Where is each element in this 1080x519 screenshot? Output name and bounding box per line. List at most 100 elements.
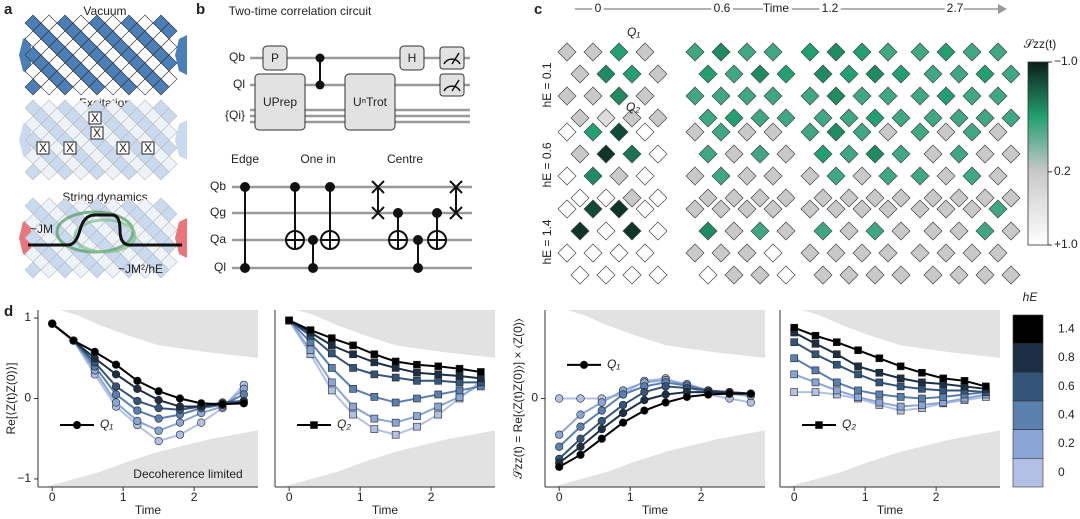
marker [875,354,884,363]
marker [413,412,421,421]
marker [746,389,755,398]
heat-cell [635,86,655,106]
gate-label: UPrep [263,95,297,109]
panel-label: b [196,1,205,18]
marker [725,389,734,398]
marker [682,392,692,401]
heat-cell [878,199,898,219]
heat-cell [698,221,718,241]
marker [960,376,969,385]
marker [811,366,820,375]
marker [576,434,585,443]
gate-label: P [271,51,279,65]
series-line [558,385,751,460]
heat-cell [826,199,846,219]
legend-swatch [1012,343,1044,373]
marker [455,393,464,401]
marker [811,350,820,359]
panel-label: d [4,303,13,320]
heat-cell [622,64,642,84]
lattice-site [24,261,42,279]
qubit-label: Ql [214,260,226,274]
heat-cell [711,243,731,263]
heat-cell [596,221,616,241]
marker [111,360,121,369]
heat-cell [988,199,1008,219]
heat-cell [596,64,616,84]
marker [413,394,421,403]
x-axis-title: Time [372,503,399,517]
heat-cell [685,243,705,263]
heat-cell [949,64,969,84]
heat-cell [891,265,911,285]
heat-cell [975,221,995,241]
heat-cell [583,42,603,62]
excitation-box [88,111,102,125]
gate-line [449,180,463,194]
marker [434,410,443,419]
time-arrow-head [998,4,1007,14]
heat-cell [724,64,744,84]
heat-cell [635,243,655,263]
heat-cell [724,221,744,241]
lattice-cap [175,218,187,258]
x-tick-label: 1 [627,490,634,504]
x-tick-label: 0 [556,490,563,504]
heat-cell [910,42,930,62]
control-dot [290,182,300,192]
control-dot [315,53,325,63]
heat-cell [776,64,796,84]
circuit-title: Two-time correlation circuit [229,4,372,18]
heat-cell [962,166,982,186]
marker [175,418,185,427]
series-line [51,322,245,420]
x-axis-title: Time [642,503,669,517]
marker [661,390,670,399]
marker [555,430,564,439]
panel-label: c [534,1,542,18]
y-axis-title: 𝒮zz(t) = Re[⟨Z(t)Z(0)⟩] × ⟨Z(0)⟩ [511,318,525,478]
marker [896,402,905,411]
marker [370,358,379,367]
heat-cell [988,166,1008,186]
lattice-site [120,163,138,181]
lattice-cap [175,120,187,160]
heat-cell [891,221,911,241]
x-tick-label: 1 [862,490,869,504]
excitation-mark: X [144,141,152,155]
heat-cell [724,188,744,208]
gate [254,73,306,131]
heat-cell [865,265,885,285]
heat-cell [1001,108,1021,128]
marker [455,372,464,380]
marker [790,338,798,346]
heat-cell [711,122,731,142]
heat-cell [763,243,783,263]
heat-cell [839,221,859,241]
marker [661,398,670,407]
marker [434,390,443,399]
heat-cell [557,86,577,106]
control-dot [315,80,325,90]
heat-cell [583,199,603,219]
gate-line [371,206,385,220]
heat-cell [936,86,956,106]
heat-cell [800,86,820,106]
colorbar-tick-label: 0.2 [1054,164,1071,178]
meter [439,73,465,97]
qubit-label: Qb [210,179,226,193]
heat-cell [570,64,590,84]
marker [69,336,78,345]
y-axis-title: Re[⟨Z(t)Z(0)⟩] [4,362,18,434]
series-line [288,319,481,404]
heat-cell [750,144,770,164]
gate [262,45,288,71]
marker [811,339,820,348]
heat-cell [891,108,911,128]
legend-swatch [1012,400,1044,430]
legend-label: Q₂ [842,417,856,431]
heat-cell [839,64,859,84]
heat-cell [622,144,642,164]
marker [391,430,400,439]
heat-cell [1001,64,1021,84]
